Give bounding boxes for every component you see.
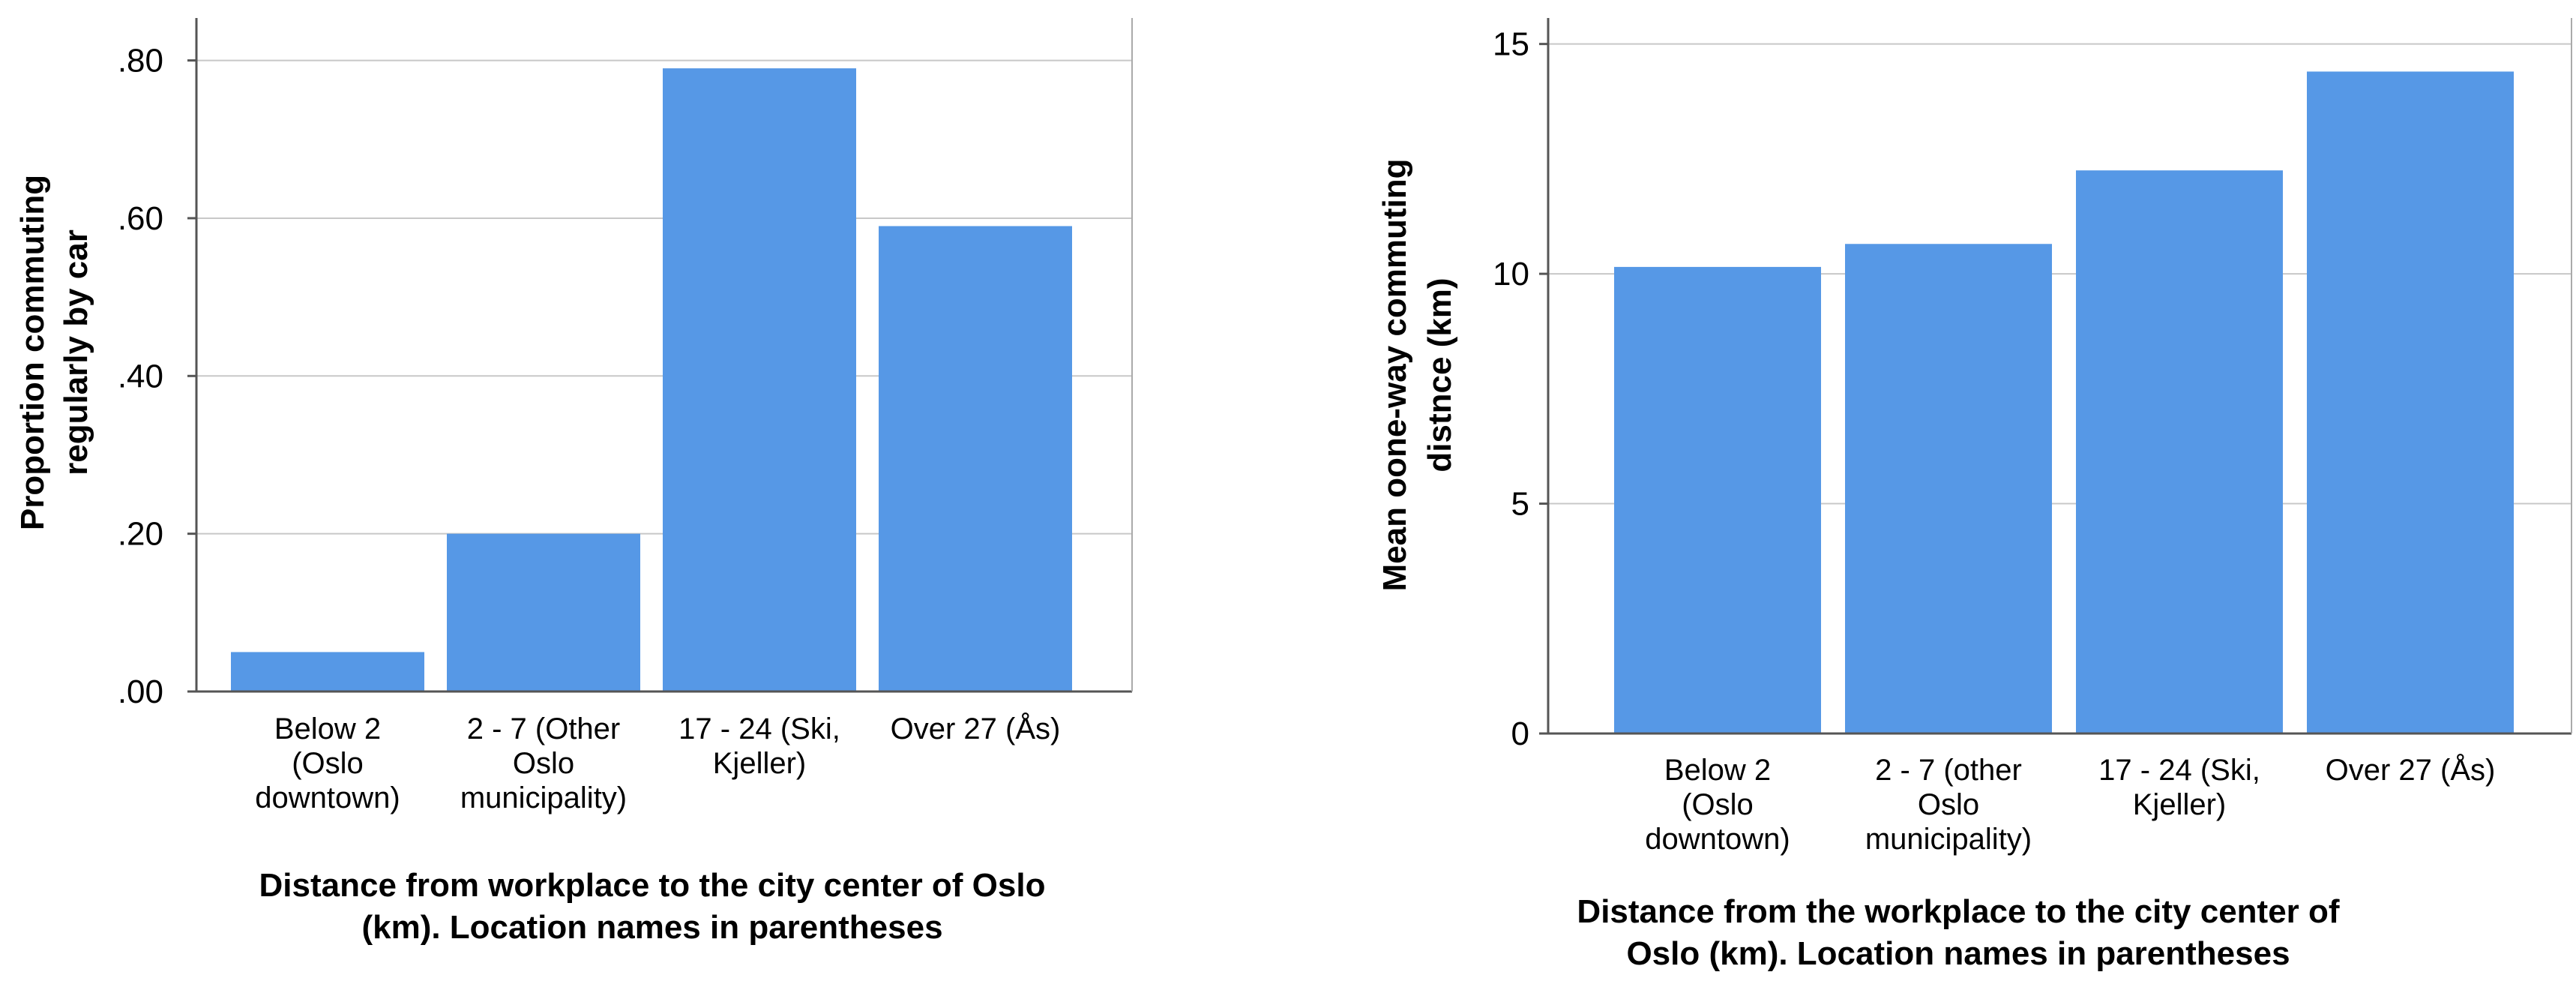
y-tick-label: 15 <box>1493 26 1529 63</box>
x-tick-label-3: 17 - 24 (Ski, Kjeller) <box>2098 754 2260 821</box>
y-axis-title-line-1: Proportion commuting <box>14 175 51 530</box>
chart-1: .00 .20 .40 .60 .80 Below 2 (Oslo downtown) 2 - … <box>14 18 1133 946</box>
x-tick-label-3: 17 - 24 (Ski, Kjeller) <box>678 712 840 780</box>
y-tick-label: 5 <box>1511 486 1529 523</box>
chart-2: 0 5 10 15 Below 2 (Oslo downtown) 2 - 7 (other O… <box>1376 18 2572 972</box>
bar-2 <box>1845 244 2052 734</box>
y-tick-label: 0 <box>1511 716 1529 752</box>
x-tick-label-2: 2 - 7 (other Oslo municipality) <box>1865 754 2032 856</box>
x-tick-label-1: Below 2 (Oslo downtown) <box>255 712 400 814</box>
y-axis-title-line-2: distnce (km) <box>1421 278 1458 472</box>
y-tick-label: .20 <box>118 516 163 553</box>
y-tick-label: .60 <box>118 200 163 237</box>
bar-2 <box>447 533 640 692</box>
x-tick-label-4: Over 27 (Ås) <box>891 712 1061 746</box>
bar-3 <box>2076 170 2283 734</box>
y-axis-title-line-1: Mean oone-way commuting <box>1376 159 1413 592</box>
bar-1 <box>231 652 424 692</box>
bar-4 <box>879 226 1072 692</box>
y-tick-label: .80 <box>118 43 163 80</box>
x-axis-title: Distance from workplace to the city cent… <box>259 867 1046 946</box>
x-tick-label-2: 2 - 7 (Other Oslo municipality) <box>460 712 627 814</box>
x-tick-label-1: Below 2 (Oslo downtown) <box>1645 754 1790 856</box>
bar-3 <box>663 68 856 692</box>
y-tick-label: .40 <box>118 358 163 394</box>
bar-1 <box>1614 266 1821 734</box>
bar-4 <box>2307 71 2514 734</box>
x-tick-label-4: Over 27 (Ås) <box>2326 753 2496 787</box>
y-tick-label: 10 <box>1493 256 1529 292</box>
y-axis-title-line-2: regularly by car <box>58 230 94 476</box>
x-axis-title: Distance from the workplace to the city … <box>1577 893 2339 972</box>
y-tick-label: .00 <box>118 674 163 710</box>
